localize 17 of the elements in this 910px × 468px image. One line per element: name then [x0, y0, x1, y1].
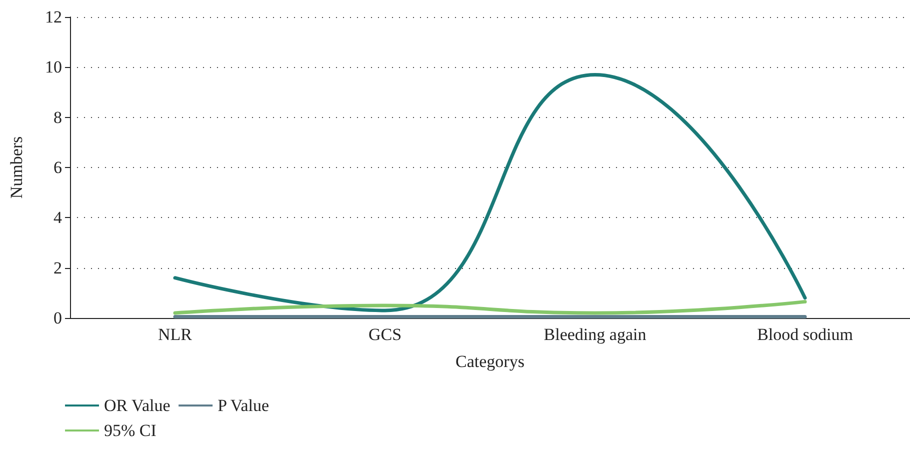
legend-label: 95% CI — [104, 421, 157, 440]
y-tick-label: 4 — [54, 208, 62, 228]
x-axis-title: Categorys — [456, 352, 524, 371]
y-tick-label: 0 — [54, 308, 62, 328]
y-tick-label: 6 — [54, 158, 62, 177]
y-tick-label: 2 — [54, 258, 62, 278]
y-tick-label: 10 — [45, 58, 62, 77]
x-tick-label: Bleeding again — [544, 325, 647, 344]
legend-label: OR Value — [104, 396, 170, 415]
x-tick-label: GCS — [368, 325, 402, 344]
y-tick-label: 8 — [54, 108, 62, 127]
y-axis-title: Numbers — [7, 136, 26, 199]
legend-label: P Value — [218, 396, 270, 415]
y-tick-label: 12 — [45, 8, 62, 26]
x-tick-label: NLR — [158, 325, 193, 344]
line-series — [173, 72, 807, 312]
x-tick-label: Blood sodium — [757, 325, 853, 344]
